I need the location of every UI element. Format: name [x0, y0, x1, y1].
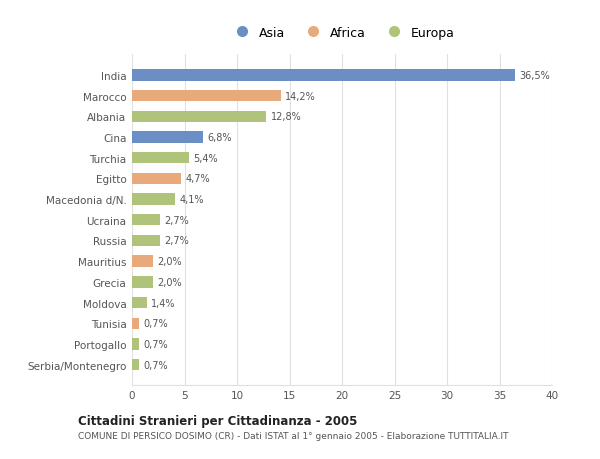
- Text: 0,7%: 0,7%: [143, 360, 168, 370]
- Bar: [132, 277, 153, 288]
- Bar: [132, 339, 139, 350]
- Text: 2,7%: 2,7%: [164, 236, 190, 246]
- Bar: [132, 70, 515, 81]
- Bar: [132, 174, 181, 185]
- Text: COMUNE DI PERSICO DOSIMO (CR) - Dati ISTAT al 1° gennaio 2005 - Elaborazione TUT: COMUNE DI PERSICO DOSIMO (CR) - Dati IST…: [78, 431, 509, 440]
- Bar: [132, 194, 175, 205]
- Text: 6,8%: 6,8%: [208, 133, 232, 143]
- Bar: [132, 112, 266, 123]
- Legend: Asia, Africa, Europa: Asia, Africa, Europa: [224, 22, 460, 45]
- Bar: [132, 153, 188, 164]
- Text: 4,7%: 4,7%: [185, 174, 210, 184]
- Text: 2,0%: 2,0%: [157, 277, 182, 287]
- Bar: [132, 91, 281, 102]
- Text: 14,2%: 14,2%: [286, 91, 316, 101]
- Text: Cittadini Stranieri per Cittadinanza - 2005: Cittadini Stranieri per Cittadinanza - 2…: [78, 414, 358, 428]
- Text: 2,7%: 2,7%: [164, 215, 190, 225]
- Text: 2,0%: 2,0%: [157, 257, 182, 267]
- Text: 5,4%: 5,4%: [193, 153, 218, 163]
- Bar: [132, 297, 146, 308]
- Text: 4,1%: 4,1%: [179, 195, 204, 205]
- Text: 36,5%: 36,5%: [520, 71, 550, 81]
- Bar: [132, 359, 139, 370]
- Text: 0,7%: 0,7%: [143, 339, 168, 349]
- Bar: [132, 318, 139, 329]
- Text: 1,4%: 1,4%: [151, 298, 175, 308]
- Bar: [132, 132, 203, 143]
- Bar: [132, 215, 160, 226]
- Text: 0,7%: 0,7%: [143, 319, 168, 329]
- Text: 12,8%: 12,8%: [271, 112, 301, 122]
- Bar: [132, 235, 160, 246]
- Bar: [132, 256, 153, 267]
